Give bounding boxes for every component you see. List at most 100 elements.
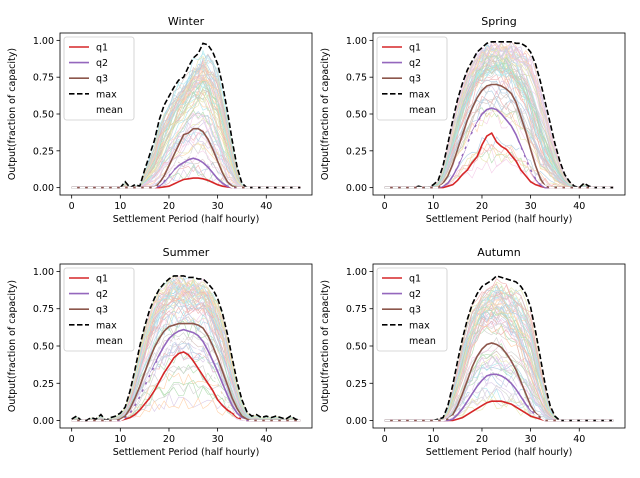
- background-trace: [71, 372, 301, 421]
- legend-label-mean: mean: [409, 336, 436, 347]
- background-trace: [71, 140, 301, 188]
- background-trace: [71, 365, 301, 421]
- series-mean-line: [71, 339, 301, 422]
- background-trace: [71, 365, 301, 421]
- subplot-summer: 0 10 20 30 40 0.00 0.25 0.50 0.75 1.00 Summer Settl…: [7, 246, 313, 458]
- background-trace: [71, 278, 301, 421]
- background-trace: [71, 301, 301, 421]
- legend-label-mean: mean: [409, 105, 436, 116]
- background-trace: [71, 293, 301, 421]
- subplot-spring: 0 10 20 30 40 0.00 0.25 0.50 0.75 1.00 Spring Settl…: [320, 15, 626, 225]
- background-trace: [71, 301, 301, 421]
- background-trace: [71, 275, 301, 421]
- legend-label-q1: q1: [96, 274, 108, 285]
- x-tick-label: 10: [114, 434, 126, 445]
- background-trace: [71, 342, 301, 421]
- y-tick-label: 0.00: [33, 183, 54, 194]
- background-trace: [71, 295, 301, 421]
- background-trace: [71, 287, 301, 421]
- plot-area: [71, 42, 301, 189]
- legend-label-max: max: [96, 320, 117, 331]
- legend-label-max: max: [96, 89, 117, 100]
- plot-area: [384, 40, 614, 189]
- background-trace: [71, 286, 301, 421]
- series-q3-line: [384, 342, 614, 422]
- x-tick-label: 0: [382, 434, 388, 445]
- legend-label-max: max: [409, 89, 430, 100]
- background-trace: [384, 110, 614, 188]
- subplot-title: Summer: [163, 246, 210, 259]
- background-trace: [71, 286, 301, 421]
- legend-label-q1: q1: [409, 43, 421, 54]
- x-tick-label: 30: [212, 201, 224, 212]
- background-trace: [71, 284, 301, 421]
- background-trace: [71, 279, 301, 421]
- legend-label-q2: q2: [96, 58, 108, 69]
- background-trace: [71, 278, 301, 421]
- background-trace: [71, 284, 301, 421]
- background-trace: [384, 356, 614, 421]
- background-trace: [71, 282, 301, 421]
- x-axis-label: Settlement Period (half hourly): [426, 447, 573, 458]
- y-tick-label: 0.00: [346, 183, 367, 194]
- x-tick-label: 20: [163, 434, 175, 445]
- subplot-title: Spring: [481, 15, 517, 28]
- y-tick-label: 1.00: [33, 36, 54, 47]
- legend-label-q2: q2: [96, 289, 108, 300]
- y-axis-label: Output(fraction of capacity): [320, 48, 331, 180]
- y-tick-label: 1.00: [346, 267, 367, 278]
- x-axis-label: Settlement Period (half hourly): [113, 214, 260, 225]
- legend-box: [376, 36, 448, 121]
- subplot-title: Winter: [168, 15, 205, 28]
- background-trace: [71, 297, 301, 421]
- background-trace: [71, 150, 301, 188]
- background-trace: [384, 357, 614, 421]
- background-trace: [71, 295, 301, 421]
- x-tick-label: 40: [260, 434, 272, 445]
- legend-label-q1: q1: [409, 274, 421, 285]
- y-tick-label: 1.00: [33, 267, 54, 278]
- y-tick-label: 0.25: [346, 146, 367, 157]
- background-trace: [71, 298, 301, 421]
- x-tick-label: 30: [212, 434, 224, 445]
- legend-box: [63, 267, 135, 352]
- background-trace: [71, 278, 301, 421]
- background-trace: [384, 343, 614, 421]
- legend: q1 q2 q3 max mean: [376, 267, 448, 352]
- background-trace: [384, 355, 614, 421]
- background-trace: [71, 286, 301, 421]
- subplot-winter: 0 10 20 30 40 0.00 0.25 0.50 0.75 1.00 Winter Settl…: [7, 15, 313, 225]
- subplot-title: Autumn: [477, 246, 520, 259]
- subplot-autumn: 0 10 20 30 40 0.00 0.25 0.50 0.75 1.00 Autumn Settl…: [320, 246, 626, 458]
- series-max-line: [384, 40, 614, 189]
- background-trace: [71, 284, 301, 421]
- x-tick-label: 0: [69, 434, 75, 445]
- legend-box: [376, 267, 448, 352]
- series-q2-line: [384, 373, 614, 422]
- legend-label-q3: q3: [96, 305, 108, 316]
- legend-label-mean: mean: [96, 105, 123, 116]
- x-axis-label: Settlement Period (half hourly): [113, 447, 260, 458]
- background-trace: [71, 288, 301, 421]
- background-trace: [71, 280, 301, 421]
- x-tick-label: 30: [525, 201, 537, 212]
- x-tick-label: 40: [573, 201, 585, 212]
- background-trace: [71, 305, 301, 421]
- background-trace: [71, 345, 301, 421]
- background-trace: [71, 275, 301, 421]
- background-trace: [384, 111, 614, 188]
- x-tick-label: 0: [382, 201, 388, 212]
- background-trace: [71, 275, 301, 421]
- background-trace: [71, 279, 301, 421]
- background-trace: [71, 277, 301, 421]
- background-trace: [384, 158, 614, 188]
- y-axis-label: Output(fraction of capacity): [7, 280, 18, 412]
- y-tick-label: 0.75: [346, 304, 367, 315]
- background-trace: [71, 364, 301, 421]
- background-trace: [71, 283, 301, 421]
- background-trace: [71, 380, 301, 421]
- background-trace: [71, 164, 301, 188]
- y-tick-label: 0.00: [346, 416, 367, 427]
- legend-label-q3: q3: [96, 74, 108, 85]
